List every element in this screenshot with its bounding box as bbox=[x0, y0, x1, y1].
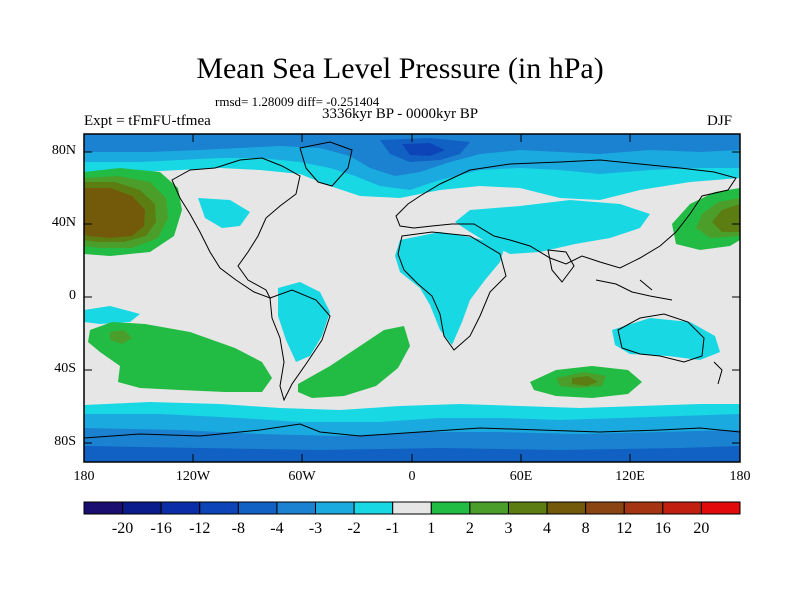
colorbar-swatch bbox=[160, 501, 201, 515]
contour-australia-low bbox=[612, 318, 720, 360]
lat-label: 80S bbox=[54, 434, 76, 449]
coastlines bbox=[84, 141, 740, 439]
coast-australia bbox=[617, 313, 705, 363]
colorbar bbox=[83, 501, 741, 515]
colorbar-tick-label: 2 bbox=[465, 520, 474, 537]
lat-label: 0 bbox=[69, 288, 76, 303]
colorbar-swatch bbox=[546, 501, 587, 515]
colorbar-tick-label: 8 bbox=[581, 520, 590, 537]
lon-label: 180 bbox=[729, 469, 751, 484]
stats-text: rmsd= 1.28009 diff= -0.251404 bbox=[215, 94, 380, 109]
axis-ticks bbox=[84, 134, 740, 462]
contour-namerica-low bbox=[198, 198, 250, 228]
coast-new-zealand bbox=[713, 361, 723, 385]
colorbar-swatch bbox=[276, 501, 317, 515]
lat-label: 80N bbox=[51, 143, 76, 158]
coast-maritime bbox=[595, 279, 673, 301]
colorbar-swatch bbox=[199, 501, 239, 515]
contour-samerica-low bbox=[278, 282, 330, 362]
colorbar-tick-label: 20 bbox=[693, 520, 710, 537]
contour-satlantic-high bbox=[298, 326, 410, 398]
lat-label: 40N bbox=[51, 215, 76, 230]
colorbar-tick-label: -1 bbox=[386, 520, 400, 537]
contour-sindian-high-3 bbox=[572, 376, 598, 386]
colorbar-swatch bbox=[662, 501, 702, 515]
contour-pacific-tropic-low bbox=[84, 306, 140, 324]
colorbar-tick-label: 12 bbox=[616, 520, 633, 537]
lon-label: 120W bbox=[175, 469, 211, 484]
colorbar-tick-label: -16 bbox=[150, 520, 172, 537]
lon-label: 60E bbox=[509, 469, 533, 484]
contour-arctic-min bbox=[402, 143, 445, 156]
coast-eurasia bbox=[395, 159, 737, 269]
coast-greenland bbox=[299, 141, 353, 187]
contour-spacific-high bbox=[88, 322, 272, 392]
figure-title: Mean Sea Level Pressure (in hPa) bbox=[196, 52, 604, 85]
contour-asia-low bbox=[455, 200, 650, 254]
experiment-label: Expt = tFmFU-tfmea bbox=[84, 113, 211, 129]
coast-india bbox=[547, 249, 575, 283]
lon-label: 120E bbox=[615, 469, 645, 484]
contour-npacific-high-4 bbox=[84, 188, 145, 238]
colorbar-tick-label: -20 bbox=[111, 520, 134, 537]
colorbar-swatch bbox=[585, 501, 625, 515]
colorbar-tick-label: -4 bbox=[270, 520, 284, 537]
lon-label: 0 bbox=[408, 469, 416, 484]
colorbar-swatch bbox=[469, 501, 509, 515]
colorbar-tick-label: -12 bbox=[189, 520, 211, 537]
colorbar-swatch bbox=[623, 501, 664, 515]
map-field bbox=[84, 134, 740, 462]
colorbar-swatch bbox=[430, 501, 471, 515]
colorbar-swatch bbox=[700, 501, 741, 515]
contour-spacific-high-core bbox=[110, 330, 132, 344]
coast-africa bbox=[397, 231, 507, 351]
colorbar-tick-label: 1 bbox=[427, 520, 436, 537]
colorbar-swatch bbox=[83, 501, 124, 515]
colorbar-tick-label: 16 bbox=[654, 520, 671, 537]
period-label: 3336kyr BP - 0000kyr BP bbox=[322, 106, 479, 122]
contour-africa-low bbox=[395, 232, 505, 345]
colorbar-tick-label: 3 bbox=[504, 520, 513, 537]
colorbar-swatch bbox=[122, 501, 162, 515]
colorbar-swatch bbox=[315, 501, 355, 515]
colorbar-swatch bbox=[237, 501, 278, 515]
contour-nwpacific-high-3 bbox=[712, 204, 740, 232]
coast-south-america bbox=[269, 289, 331, 402]
colorbar-tick-label: -8 bbox=[231, 520, 245, 537]
lat-label: 40S bbox=[54, 361, 76, 376]
colorbar-swatch bbox=[392, 501, 432, 515]
lon-label: 60W bbox=[288, 469, 316, 484]
season-label: DJF bbox=[707, 113, 733, 129]
colorbar-tick-label: 4 bbox=[543, 520, 552, 537]
coast-north-america bbox=[171, 157, 301, 299]
coast-antarctica bbox=[84, 423, 740, 439]
colorbar-swatch bbox=[353, 501, 394, 515]
colorbar-swatch bbox=[507, 501, 548, 515]
colorbar-tick-label: -3 bbox=[308, 520, 323, 537]
colorbar-tick-label: -2 bbox=[347, 520, 361, 537]
lon-label: 180 bbox=[73, 469, 95, 484]
